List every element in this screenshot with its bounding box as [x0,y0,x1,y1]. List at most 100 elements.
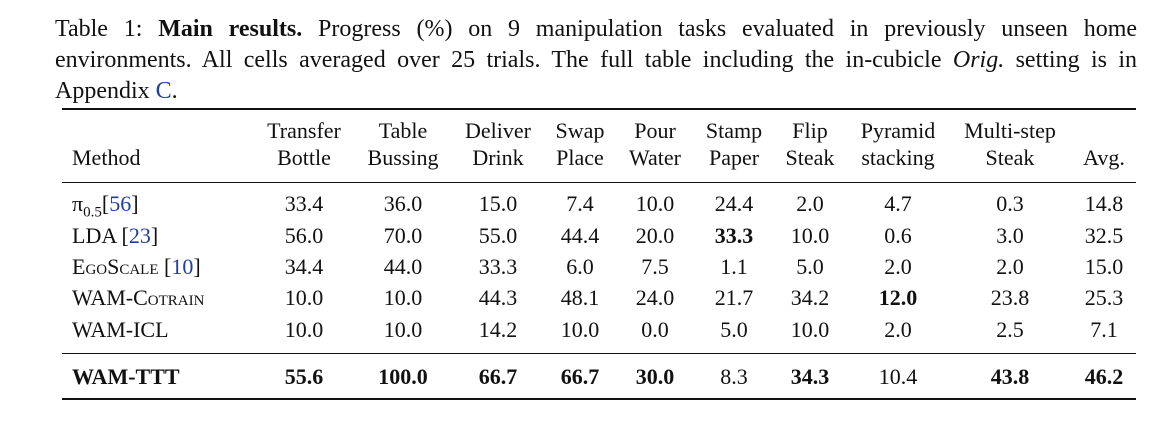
value-cell: 20.0 [635,223,675,248]
value-cell: 43.8 [990,364,1030,389]
column-header: Bottle [277,145,331,170]
citation[interactable]: 10 [171,254,194,279]
method-cell: EgoScale [10] [72,254,201,280]
method-name: LDA [72,223,116,248]
caption-end: . [171,78,178,104]
value-cell: 55.6 [284,364,324,389]
value-cell: 10.0 [790,223,830,248]
column-header: Bussing [367,145,439,170]
value-cell: 0.3 [996,191,1024,216]
column-header: Pour [634,118,676,143]
value-cell: 44.3 [478,285,518,310]
value-cell: 10.0 [790,317,830,342]
value-cell: 70.0 [383,223,423,248]
value-cell: 7.1 [1090,317,1118,342]
value-cell: 8.3 [720,364,748,389]
value-cell: 33.3 [478,254,518,279]
value-cell: 10.0 [635,191,675,216]
value-cell: 30.0 [635,364,675,389]
column-header: Deliver [465,118,531,143]
value-cell: 14.2 [478,317,518,342]
method-cell: WAM-ICL [72,317,169,343]
mid-rule [62,353,1136,354]
mid-rule [62,182,1136,183]
column-header: Steak [985,145,1035,170]
value-cell: 15.0 [478,191,518,216]
method-cell: LDA [23] [72,223,158,249]
value-cell: 2.0 [884,254,912,279]
value-cell: 24.4 [714,191,754,216]
column-header: Stamp [705,118,763,143]
appendix-link[interactable]: C [155,78,172,104]
citation-bracket: ] [150,223,159,248]
value-cell: 0.0 [641,317,669,342]
method-cell: π0.5[56] [72,191,139,221]
value-cell: 33.3 [714,223,754,248]
value-cell: 21.7 [714,285,754,310]
value-cell: 4.7 [884,191,912,216]
value-cell: 2.0 [796,191,824,216]
column-header: Swap [555,118,605,143]
value-cell: 2.0 [884,317,912,342]
citation-bracket: ] [131,191,139,216]
value-cell: 7.5 [641,254,669,279]
column-header: stacking [861,145,935,170]
column-header: Water [629,145,681,170]
top-rule [62,108,1136,110]
value-cell: 3.0 [996,223,1024,248]
column-header: Pyramid [860,118,936,143]
value-cell: 36.0 [383,191,423,216]
value-cell: 0.6 [884,223,912,248]
method-name: WAM-TTT [72,364,180,389]
value-cell: 10.0 [383,285,423,310]
value-cell: 33.4 [284,191,324,216]
value-cell: 34.3 [790,364,830,389]
method-subscript: 0.5 [83,204,102,221]
caption-bold: Main results. [158,16,303,42]
value-cell: 66.7 [560,364,600,389]
method-name: WAM-Cotrain [72,285,205,310]
column-header: Place [556,145,604,170]
column-header: Drink [472,145,524,170]
value-cell: 6.0 [566,254,594,279]
value-cell: 44.4 [560,223,600,248]
caption: Table 1: Main results. Progress (%) on 9… [55,14,1137,107]
value-cell: 23.8 [990,285,1030,310]
method-name: π [72,191,84,216]
bottom-rule [62,398,1136,400]
value-cell: 2.0 [996,254,1024,279]
column-header: Flip [792,118,828,143]
column-header: Method [72,145,141,170]
value-cell: 32.5 [1084,223,1124,248]
value-cell: 34.4 [284,254,324,279]
value-cell: 55.0 [478,223,518,248]
column-header: Avg. [1083,145,1125,170]
value-cell: 10.0 [560,317,600,342]
column-header: Transfer [267,118,341,143]
value-cell: 66.7 [478,364,518,389]
method-name: EgoScale [72,254,159,279]
citation[interactable]: 23 [128,223,151,248]
value-cell: 15.0 [1084,254,1124,279]
citation-bracket: [ [164,254,172,279]
value-cell: 48.1 [560,285,600,310]
column-header: Paper [708,145,760,170]
citation-bracket: ] [193,254,201,279]
value-cell: 2.5 [996,317,1024,342]
value-cell: 44.0 [383,254,423,279]
value-cell: 100.0 [378,364,428,389]
value-cell: 14.8 [1084,191,1124,216]
caption-text: setting is in Appendix [55,47,1137,104]
citation[interactable]: 56 [109,191,132,216]
caption-text: Progress (%) on 9 manipulation tasks eva… [55,16,1138,73]
value-cell: 5.0 [796,254,824,279]
value-cell: 34.2 [790,285,830,310]
value-cell: 10.0 [284,317,324,342]
column-header: Multi-step [964,118,1056,143]
method-cell: WAM-Cotrain [72,285,204,311]
column-header: Table [378,118,428,143]
value-cell: 10.0 [284,285,324,310]
caption-italic: Orig. [952,47,1005,73]
value-cell: 10.0 [383,317,423,342]
